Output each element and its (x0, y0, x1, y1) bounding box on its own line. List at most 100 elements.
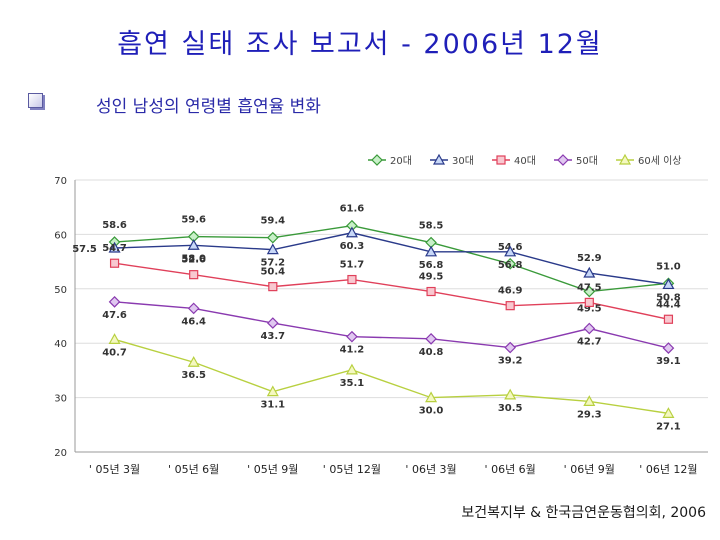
data-point (266, 231, 279, 244)
data-point (266, 317, 279, 329)
data-label: 56.8 (419, 260, 444, 271)
data-label: 49.5 (577, 304, 602, 315)
data-label: 35.1 (340, 378, 365, 389)
data-point (584, 297, 594, 307)
source-credit: 보건복지부 & 한국금연운동협의회, 2006 (461, 505, 706, 521)
y-tick-label: 40 (54, 339, 67, 350)
x-tick-label: ' 06년 3월 (405, 463, 456, 476)
y-tick-label: 20 (54, 448, 67, 459)
series-line (114, 262, 669, 320)
data-label: 50.4 (260, 267, 285, 278)
data-point (504, 341, 517, 354)
legend-label: 50대 (576, 155, 598, 167)
data-point (189, 270, 199, 280)
data-point (268, 282, 278, 292)
series-line (114, 338, 669, 415)
legend-marker (557, 154, 569, 166)
x-tick-label: ' 06년 12월 (639, 463, 697, 476)
data-point (504, 388, 517, 400)
y-tick-label: 70 (54, 176, 67, 187)
series-line (114, 232, 669, 286)
data-label: 61.6 (340, 204, 365, 215)
legend-label: 40대 (514, 155, 536, 167)
data-label: 31.1 (260, 400, 285, 411)
data-label: 46.4 (181, 316, 206, 327)
x-tick-label: ' 06년 9월 (564, 463, 615, 476)
data-point (662, 278, 675, 290)
data-label: 51.0 (656, 261, 681, 272)
data-point (108, 241, 121, 253)
data-point (345, 363, 358, 375)
data-label: 47.5 (577, 282, 602, 293)
data-point (425, 245, 438, 257)
data-point (583, 266, 596, 278)
data-point (504, 257, 517, 270)
data-point (108, 333, 121, 344)
legend-label: 60세 이상 (638, 155, 682, 167)
x-tick-label: ' 05년 3월 (89, 463, 140, 476)
data-label: 27.1 (656, 421, 681, 432)
data-point (345, 226, 358, 238)
data-point (187, 302, 200, 315)
data-label: 39.2 (498, 356, 523, 367)
data-point (583, 285, 596, 298)
data-point (663, 314, 674, 324)
data-label: 54.7 (102, 243, 127, 254)
data-label: 60.3 (340, 241, 365, 252)
data-point (266, 385, 279, 397)
series-line (114, 301, 669, 349)
x-tick-label: ' 05년 12월 (323, 463, 381, 476)
legend-label: 30대 (452, 155, 474, 167)
data-point (347, 274, 357, 285)
data-point (583, 395, 596, 407)
data-label: 29.3 (577, 409, 602, 420)
data-point (187, 239, 200, 250)
data-point (425, 332, 437, 345)
legend-marker (432, 153, 446, 165)
legend-marker (496, 155, 506, 165)
data-label: 50.8 (656, 292, 681, 303)
data-label: 40.7 (102, 347, 127, 358)
data-point (109, 258, 120, 268)
data-label: 47.6 (102, 310, 127, 321)
data-label: 30.0 (419, 406, 444, 417)
data-label: 30.5 (498, 403, 523, 414)
data-label: 43.7 (260, 331, 285, 342)
data-point (425, 391, 438, 403)
y-tick-label: 60 (54, 230, 67, 241)
legend-marker (371, 154, 383, 166)
data-label: 51.7 (340, 260, 365, 271)
data-label: 56.8 (498, 260, 523, 271)
data-point (426, 286, 436, 297)
data-label: 58.6 (102, 220, 127, 231)
data-label: 59.4 (260, 216, 285, 227)
legend-marker (618, 153, 632, 165)
checkbox-bullet-icon (28, 93, 43, 108)
data-label: 58.0 (181, 253, 206, 264)
data-label: 57.5 (72, 244, 97, 255)
x-tick-label: ' 06년 6월 (485, 463, 536, 476)
data-point (505, 301, 515, 311)
data-point (266, 243, 279, 255)
series-line (114, 224, 669, 293)
data-label: 40.8 (419, 347, 444, 358)
data-label: 49.5 (419, 272, 444, 283)
data-label: 52.6 (181, 255, 206, 266)
slide-title: 흡연 실태 조사 보고서 - 2006년 12월 (117, 29, 603, 60)
data-label: 58.5 (419, 221, 444, 232)
chart-subtitle: 성인 남성의 연령별 흡연율 변화 (96, 97, 321, 117)
y-tick-label: 50 (54, 285, 67, 296)
data-label: 59.6 (181, 215, 206, 226)
data-point (108, 296, 121, 308)
data-label: 46.9 (498, 286, 523, 297)
data-point (504, 245, 517, 257)
data-label: 52.9 (577, 253, 602, 264)
data-label: 57.2 (260, 258, 285, 269)
data-label: 42.7 (577, 337, 602, 348)
data-label: 41.2 (340, 345, 365, 356)
y-tick-label: 30 (54, 394, 67, 405)
data-point (662, 342, 675, 354)
data-point (346, 330, 358, 343)
x-tick-label: ' 05년 6월 (168, 463, 219, 476)
